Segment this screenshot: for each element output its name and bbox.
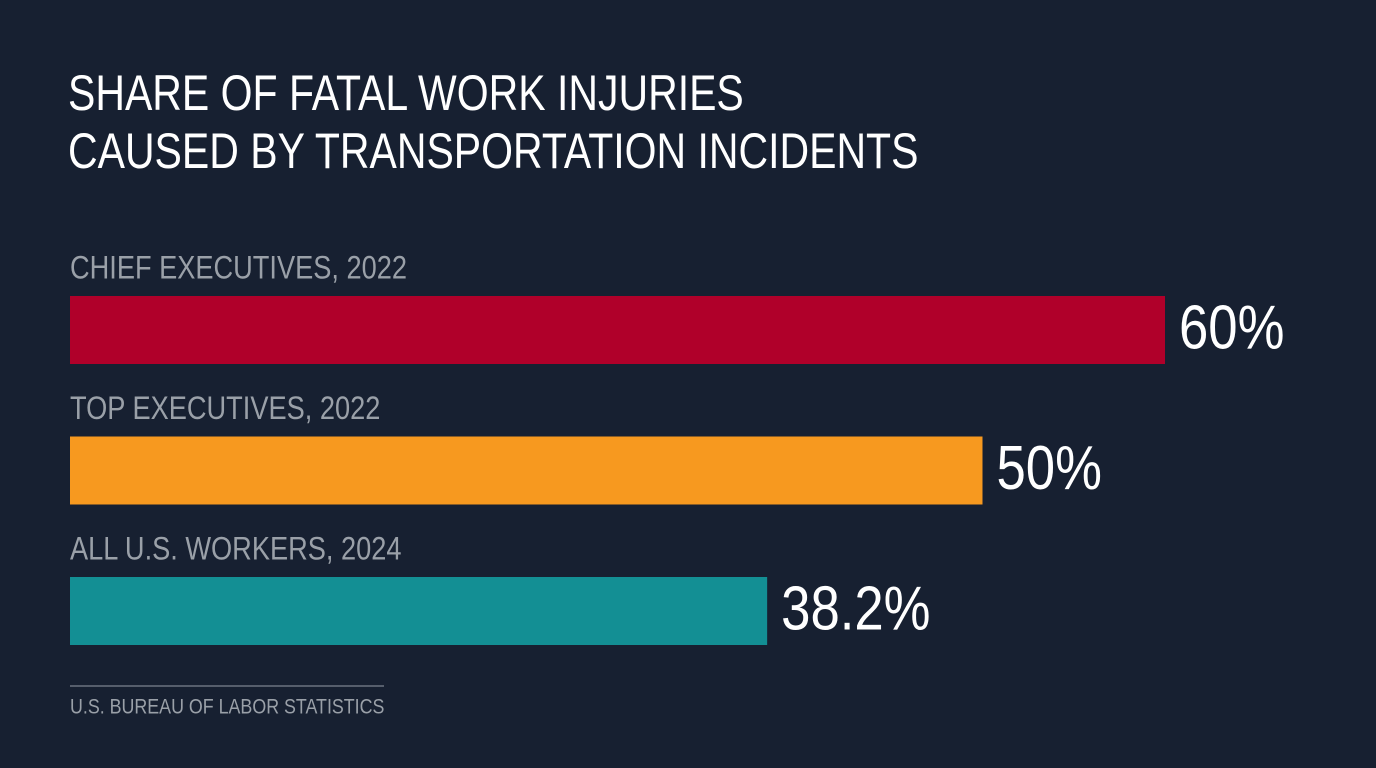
category-label: CHIEF EXECUTIVES, 2022 [70, 250, 407, 286]
chart-title: CAUSED BY TRANSPORTATION INCIDENTS [68, 123, 918, 179]
value-label: 50% [997, 434, 1102, 503]
category-label: TOP EXECUTIVES, 2022 [70, 391, 380, 427]
bar [70, 436, 983, 505]
bar [70, 296, 1165, 364]
bar [70, 577, 768, 645]
value-label: 38.2% [781, 574, 930, 643]
source: U.S. BUREAU OF LABOR STATISTICS [70, 695, 384, 719]
chart-title: SHARE OF FATAL WORK INJURIES [68, 65, 744, 121]
category-label: ALL U.S. WORKERS, 2024 [70, 531, 401, 567]
value-label: 60% [1179, 293, 1284, 362]
